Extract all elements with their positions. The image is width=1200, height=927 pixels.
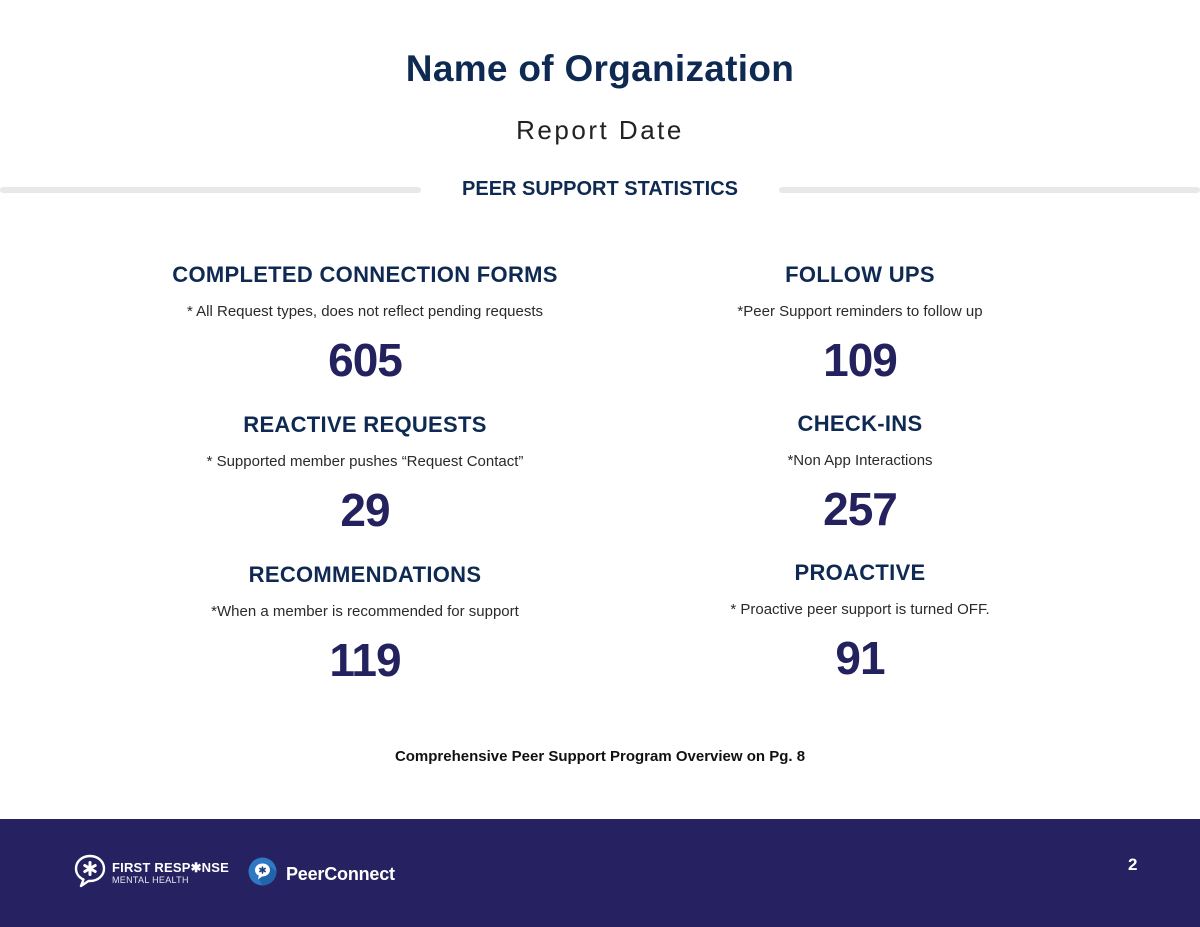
stat-label: FOLLOW UPS	[785, 262, 935, 287]
stat-note: *Non App Interactions	[787, 452, 933, 469]
stat-reactive-requests: REACTIVE REQUESTS * Supported member pus…	[115, 412, 615, 536]
first-response-subtitle: MENTAL HEALTH	[112, 875, 189, 885]
stat-value: 91	[835, 632, 885, 684]
section-title: PEER SUPPORT STATISTICS	[462, 178, 738, 200]
stat-completed-connection-forms: COMPLETED CONNECTION FORMS * All Request…	[115, 262, 615, 386]
first-response-name: FIRST RESP✱NSE	[112, 860, 229, 875]
peerconnect-logo: PeerConnect	[248, 857, 395, 891]
stat-follow-ups: FOLLOW UPS *Peer Support reminders to fo…	[610, 262, 1110, 386]
stat-value: 605	[328, 334, 403, 386]
stat-note: * All Request types, does not reflect pe…	[186, 303, 544, 320]
stat-label: RECOMMENDATIONS	[248, 562, 482, 587]
org-title: Name of Organization	[405, 48, 795, 89]
stat-check-ins: CHECK-INS *Non App Interactions 257	[610, 411, 1110, 535]
speech-bubble-star-icon	[74, 854, 106, 893]
page-number: 2	[1128, 855, 1138, 874]
divider-right	[779, 187, 1200, 193]
stat-note: *Peer Support reminders to follow up	[737, 303, 983, 320]
stat-proactive: PROACTIVE * Proactive peer support is tu…	[610, 560, 1110, 684]
stat-label: REACTIVE REQUESTS	[243, 412, 487, 437]
stat-label: COMPLETED CONNECTION FORMS	[172, 262, 558, 287]
report-date: Report Date	[516, 115, 684, 145]
stat-label: CHECK-INS	[797, 411, 923, 436]
stat-value: 29	[340, 484, 390, 536]
footer-bar: FIRST RESP✱NSE MENTAL HEALTH PeerConnect…	[0, 819, 1200, 927]
program-overview-footnote: Comprehensive Peer Support Program Overv…	[394, 748, 806, 765]
stat-value: 257	[823, 483, 898, 535]
peerconnect-chat-icon	[248, 857, 277, 891]
stat-label: PROACTIVE	[794, 560, 926, 585]
stat-value: 119	[329, 634, 401, 686]
stat-note: * Proactive peer support is turned OFF.	[730, 601, 990, 618]
stat-recommendations: RECOMMENDATIONS *When a member is recomm…	[115, 562, 615, 686]
peerconnect-name: PeerConnect	[286, 863, 395, 884]
first-response-logo: FIRST RESP✱NSE MENTAL HEALTH	[74, 854, 229, 893]
stat-note: *When a member is recommended for suppor…	[211, 603, 519, 620]
divider-left	[0, 187, 421, 193]
stat-note: * Supported member pushes “Request Conta…	[206, 453, 524, 470]
stat-value: 109	[823, 334, 898, 386]
